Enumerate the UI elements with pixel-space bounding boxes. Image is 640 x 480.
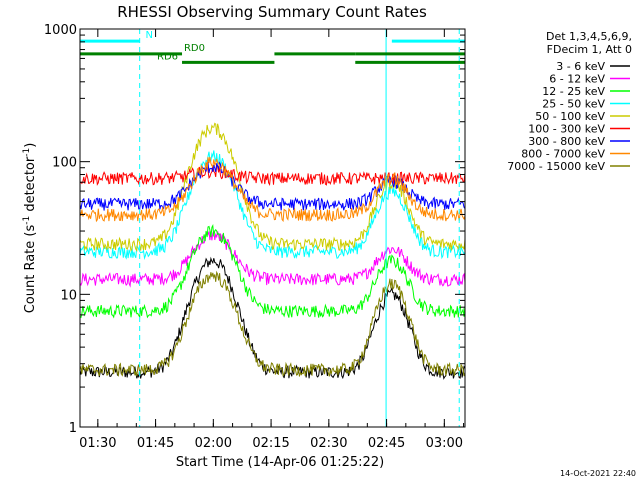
legend-entry-2: 6 - 12 keV (549, 73, 605, 86)
x-tick-label-3: 02:00 (195, 436, 232, 451)
y-axis-ticks: 1 10 100 1000 (44, 23, 465, 436)
legend-entry-1: 3 - 6 keV (556, 60, 605, 73)
legend-entry-5: 50 - 100 keV (535, 110, 605, 123)
plot-frame (79, 28, 466, 428)
y-label-sup1: -1 (22, 216, 32, 225)
series-line-3 (79, 224, 466, 319)
y-tick-label-3: 100 (52, 156, 77, 171)
series-line-8 (79, 156, 466, 223)
legend-header-1: Det 1,3,4,5,6,9, (546, 30, 632, 43)
legend: Det 1,3,4,5,6,9,FDecim 1, Att 0 3 - 6 keV… (507, 30, 632, 173)
vline-layer (79, 29, 460, 427)
x-tick-label-5: 02:30 (310, 436, 347, 451)
x-tick-label-1: 01:30 (79, 436, 116, 451)
y-label-part3: ) (23, 143, 38, 148)
flag-n-label: N (145, 30, 152, 41)
series-line-2 (79, 230, 466, 288)
series-line-1 (79, 256, 466, 380)
x-tick-label-2: 01:45 (137, 436, 174, 451)
y-label-part2: detector (23, 156, 38, 216)
y-axis-label: Count Rate (s-1 detector-1) (22, 143, 38, 314)
x-tick-label-7: 03:00 (426, 436, 463, 451)
x-axis-ticks: 01:30 01:45 02:00 02:15 02:30 02:45 03:00 (79, 29, 465, 451)
series-line-6 (79, 164, 466, 187)
legend-entry-8: 800 - 7000 keV (521, 148, 605, 161)
legend-header-2: FDecim 1, Att 0 (547, 43, 632, 56)
legend-entry-7: 300 - 800 keV (528, 135, 605, 148)
y-label-part1: Count Rate (s (23, 225, 38, 314)
chart-title: RHESSI Observing Summary Count Rates (117, 3, 427, 21)
y-label-sup2: -1 (22, 148, 32, 157)
flag-layer: N RD0 RD6 (80, 30, 465, 64)
y-tick-label-1: 1 (69, 421, 77, 436)
legend-entry-4: 25 - 50 keV (542, 98, 605, 111)
series-line-9 (79, 270, 466, 377)
flag-rd6-label: RD6 (157, 51, 178, 62)
series-line-5 (79, 122, 466, 252)
series-layer (79, 122, 466, 380)
x-axis-label: Start Time (14-Apr-06 01:25:22) (176, 455, 384, 470)
legend-entry-3: 12 - 25 keV (542, 85, 605, 98)
y-tick-label-4: 1000 (44, 23, 77, 38)
generation-timestamp: 14-Oct-2021 22:40 (560, 469, 636, 478)
legend-entry-6: 100 - 300 keV (528, 123, 605, 136)
legend-entry-9: 7000 - 15000 keV (507, 160, 605, 173)
flag-rd0-label: RD0 (184, 43, 205, 54)
x-tick-label-4: 02:15 (252, 436, 289, 451)
x-tick-label-6: 02:45 (368, 436, 405, 451)
y-tick-label-2: 10 (60, 288, 77, 303)
